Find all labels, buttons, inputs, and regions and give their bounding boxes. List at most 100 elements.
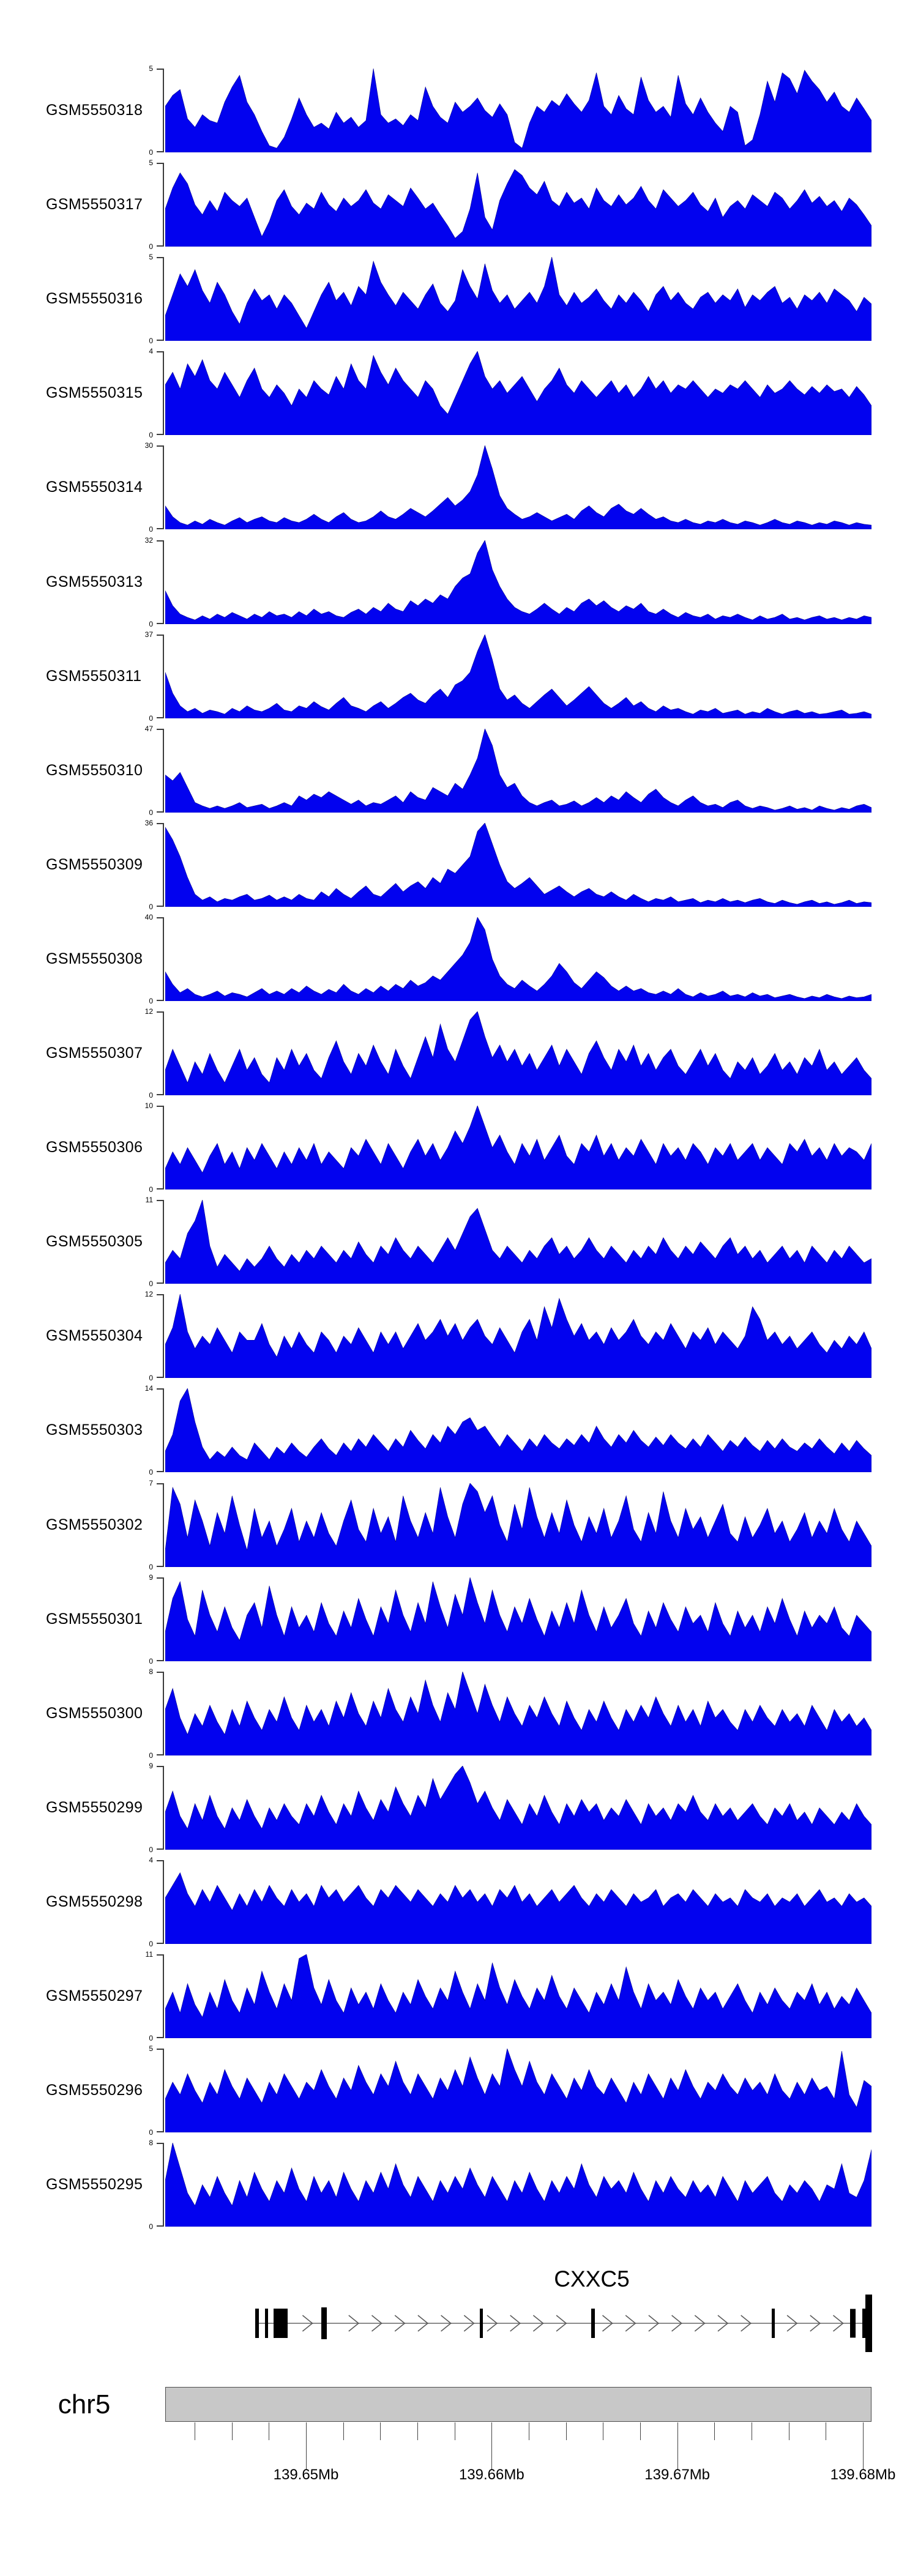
track-label: GSM5550309 [46, 855, 143, 873]
track-y-axis [163, 1200, 164, 1284]
coverage-track-row: GSM5550307 12 0 [0, 1007, 918, 1100]
y-axis-top-tick [157, 1483, 163, 1484]
y-axis-bottom-tick [157, 622, 163, 624]
coverage-polygon [165, 257, 871, 341]
y-axis-top-tick [157, 822, 163, 824]
coverage-track-row: GSM5550303 14 0 [0, 1384, 918, 1476]
track-y-axis [163, 917, 164, 1001]
y-axis-top-tick [157, 1859, 163, 1861]
track-label: GSM5550315 [46, 384, 143, 402]
track-y-axis [163, 1765, 164, 1850]
strand-direction-arrow-icon [648, 2315, 660, 2332]
track-y-axis [163, 1671, 164, 1755]
coverage-track-row: GSM5550298 4 0 [0, 1856, 918, 1948]
chromosome-bar [165, 2387, 871, 2422]
y-axis-top-tick [157, 917, 163, 918]
track-ymin-label: 0 [149, 525, 153, 534]
strand-direction-arrow-icon [417, 2315, 429, 2332]
y-axis-bottom-tick [157, 2225, 163, 2227]
track-label: GSM5550300 [46, 1704, 143, 1722]
exon-box [255, 2309, 259, 2338]
axis-major-tick [491, 2422, 493, 2470]
coverage-polygon [165, 1483, 871, 1567]
track-ymax-label: 7 [149, 1478, 153, 1487]
track-y-axis [163, 1294, 164, 1379]
coverage-area-plot [165, 634, 871, 718]
exon-box [274, 2309, 285, 2338]
coverage-area-plot [165, 1200, 871, 1284]
track-ymin-label: 0 [149, 1468, 153, 1477]
track-ymax-label: 8 [149, 2139, 153, 2148]
coverage-polygon [165, 1294, 871, 1379]
track-label: GSM5550311 [46, 667, 142, 685]
track-label: GSM5550303 [46, 1421, 143, 1439]
track-y-axis [163, 540, 164, 624]
coverage-track-row: GSM5550302 7 0 [0, 1479, 918, 1571]
strand-direction-arrow-icon [671, 2315, 682, 2332]
coverage-track-row: GSM5550305 11 0 [0, 1196, 918, 1288]
coverage-polygon [165, 1106, 871, 1190]
strand-direction-arrow-icon [556, 2315, 567, 2332]
track-ymin-label: 0 [149, 902, 153, 911]
coverage-area-plot [165, 1483, 871, 1567]
track-y-axis [163, 351, 164, 436]
track-label: GSM5550296 [46, 2082, 143, 2099]
exon-box [321, 2307, 327, 2339]
y-axis-bottom-tick [157, 2037, 163, 2038]
y-axis-bottom-tick [157, 1848, 163, 1850]
track-ymin-label: 0 [149, 2034, 153, 2042]
y-axis-top-tick [157, 634, 163, 636]
coverage-area-plot [165, 728, 871, 813]
track-ymin-label: 0 [149, 148, 153, 157]
y-axis-top-tick [157, 1106, 163, 1107]
strand-direction-arrow-icon [786, 2315, 798, 2332]
axis-minor-tick [714, 2422, 715, 2440]
coverage-area-plot [165, 1388, 871, 1473]
coverage-track-row: GSM5550318 5 0 [0, 64, 918, 157]
track-label: GSM5550313 [46, 573, 143, 590]
coverage-polygon [165, 69, 871, 152]
track-ymax-label: 4 [149, 347, 153, 356]
track-y-axis [163, 634, 164, 718]
coverage-polygon [165, 1765, 871, 1850]
coverage-area-plot [165, 540, 871, 624]
exon-box [480, 2309, 483, 2338]
track-label: GSM5550310 [46, 761, 143, 779]
coverage-polygon [165, 822, 871, 907]
coverage-polygon [165, 1954, 871, 2038]
coverage-track-row: GSM5550308 40 0 [0, 913, 918, 1005]
coverage-track-row: GSM5550309 36 0 [0, 819, 918, 911]
axis-major-tick [862, 2422, 864, 2470]
track-ymin-label: 0 [149, 808, 153, 817]
y-axis-bottom-tick [157, 1942, 163, 1944]
exon-box [265, 2309, 268, 2338]
axis-tick-label: 139.68Mb [830, 2466, 896, 2483]
strand-direction-arrow-icon [602, 2315, 613, 2332]
coverage-polygon [165, 351, 871, 436]
track-y-axis [163, 69, 164, 152]
track-label: GSM5550297 [46, 1987, 143, 2005]
y-axis-top-tick [157, 2143, 163, 2145]
axis-minor-tick [380, 2422, 381, 2440]
strand-direction-arrow-icon [832, 2315, 844, 2332]
coverage-track-row: GSM5550306 10 0 [0, 1101, 918, 1194]
track-ymin-label: 0 [149, 1279, 153, 1289]
y-axis-bottom-tick [157, 340, 163, 341]
coverage-polygon [165, 540, 871, 624]
coverage-area-plot [165, 1106, 871, 1190]
coverage-area-plot [165, 1860, 871, 1944]
track-label: GSM5550306 [46, 1139, 143, 1156]
strand-direction-arrow-icon [694, 2315, 706, 2332]
coverage-track-row: GSM5550314 30 0 [0, 441, 918, 534]
track-ymax-label: 40 [144, 912, 153, 921]
track-label: GSM5550314 [46, 478, 143, 496]
track-y-axis [163, 257, 164, 341]
y-axis-bottom-tick [157, 1565, 163, 1567]
y-axis-top-tick [157, 728, 163, 730]
coverage-area-plot [165, 1671, 871, 1755]
y-axis-bottom-tick [157, 1094, 163, 1095]
coverage-track-row: GSM5550313 32 0 [0, 536, 918, 628]
track-ymin-label: 0 [149, 1562, 153, 1571]
track-y-axis [163, 1577, 164, 1661]
